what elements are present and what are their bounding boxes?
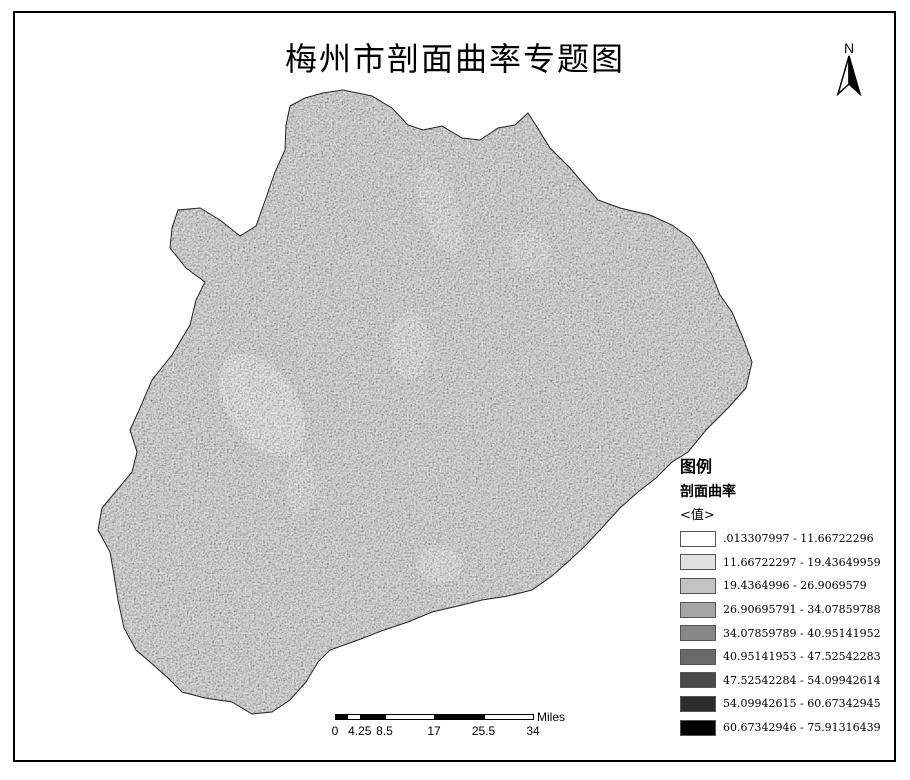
legend-classes: .013307997 - 11.66722296 11.66722297 - 19…	[680, 527, 895, 739]
scale-bar-segment	[384, 714, 435, 720]
legend-swatch	[680, 577, 716, 594]
legend-subtitle: 剖面曲率	[680, 484, 736, 500]
legend-swatch	[680, 695, 716, 712]
scale-bar-segment	[347, 714, 361, 720]
legend-label: 19.4364996 - 26.9069579	[723, 579, 867, 593]
legend-swatch	[680, 601, 716, 618]
map-title: 梅州市剖面曲率专题图	[284, 40, 625, 78]
scale-bar-segment	[483, 714, 534, 720]
scale-tick-label: 8.5	[376, 724, 393, 738]
legend: 图例 剖面曲率 <值> .013307997 - 11.66722296 11.6…	[680, 455, 895, 739]
north-arrow: N	[832, 40, 866, 100]
legend-label: 34.07859789 - 40.95141952	[723, 626, 881, 640]
scale-tick-label: 34	[526, 724, 540, 738]
legend-swatch	[680, 648, 716, 665]
legend-label: 11.66722297 - 19.43649959	[723, 555, 881, 569]
legend-label: 54.09942615 - 60.67342945	[723, 697, 881, 711]
legend-label: 47.52542284 - 54.09942614	[723, 673, 881, 687]
north-arrow-icon	[836, 55, 862, 97]
scale-tick-label: 17	[427, 724, 441, 738]
legend-swatch	[680, 625, 716, 642]
scale-units: Miles	[537, 710, 566, 724]
north-letter: N	[843, 40, 855, 56]
scale-bar: 0 4.25 8.5 17 25.5 34 Miles	[331, 710, 575, 752]
legend-item: 60.67342946 - 75.91316439	[680, 716, 895, 740]
legend-item: 40.95141953 - 47.52542283	[680, 645, 895, 669]
scale-bar-segment	[335, 714, 349, 720]
scale-bar-segment	[434, 714, 485, 720]
legend-label: 40.95141953 - 47.52542283	[723, 650, 881, 664]
legend-swatch	[680, 719, 716, 736]
legend-label: .013307997 - 11.66722296	[723, 532, 874, 546]
legend-swatch	[680, 672, 716, 689]
scale-tick-label: 0	[331, 724, 339, 738]
legend-item: 34.07859789 - 40.95141952	[680, 621, 895, 645]
legend-title: 图例	[680, 457, 713, 476]
scale-tick-label: 25.5	[471, 724, 496, 738]
legend-item: 26.90695791 - 34.07859788	[680, 598, 895, 622]
scale-tick-label: 4.25	[348, 724, 372, 738]
legend-item: 47.52542284 - 54.09942614	[680, 669, 895, 693]
legend-field-label: <值>	[680, 508, 715, 523]
scale-bar-segment	[359, 714, 386, 720]
legend-item: .013307997 - 11.66722296	[680, 527, 895, 551]
legend-item: 19.4364996 - 26.9069579	[680, 574, 895, 598]
legend-item: 54.09942615 - 60.67342945	[680, 692, 895, 716]
legend-item: 11.66722297 - 19.43649959	[680, 551, 895, 575]
legend-swatch	[680, 530, 716, 547]
legend-label: 26.90695791 - 34.07859788	[723, 603, 881, 617]
legend-swatch	[680, 554, 716, 571]
legend-label: 60.67342946 - 75.91316439	[723, 721, 881, 735]
